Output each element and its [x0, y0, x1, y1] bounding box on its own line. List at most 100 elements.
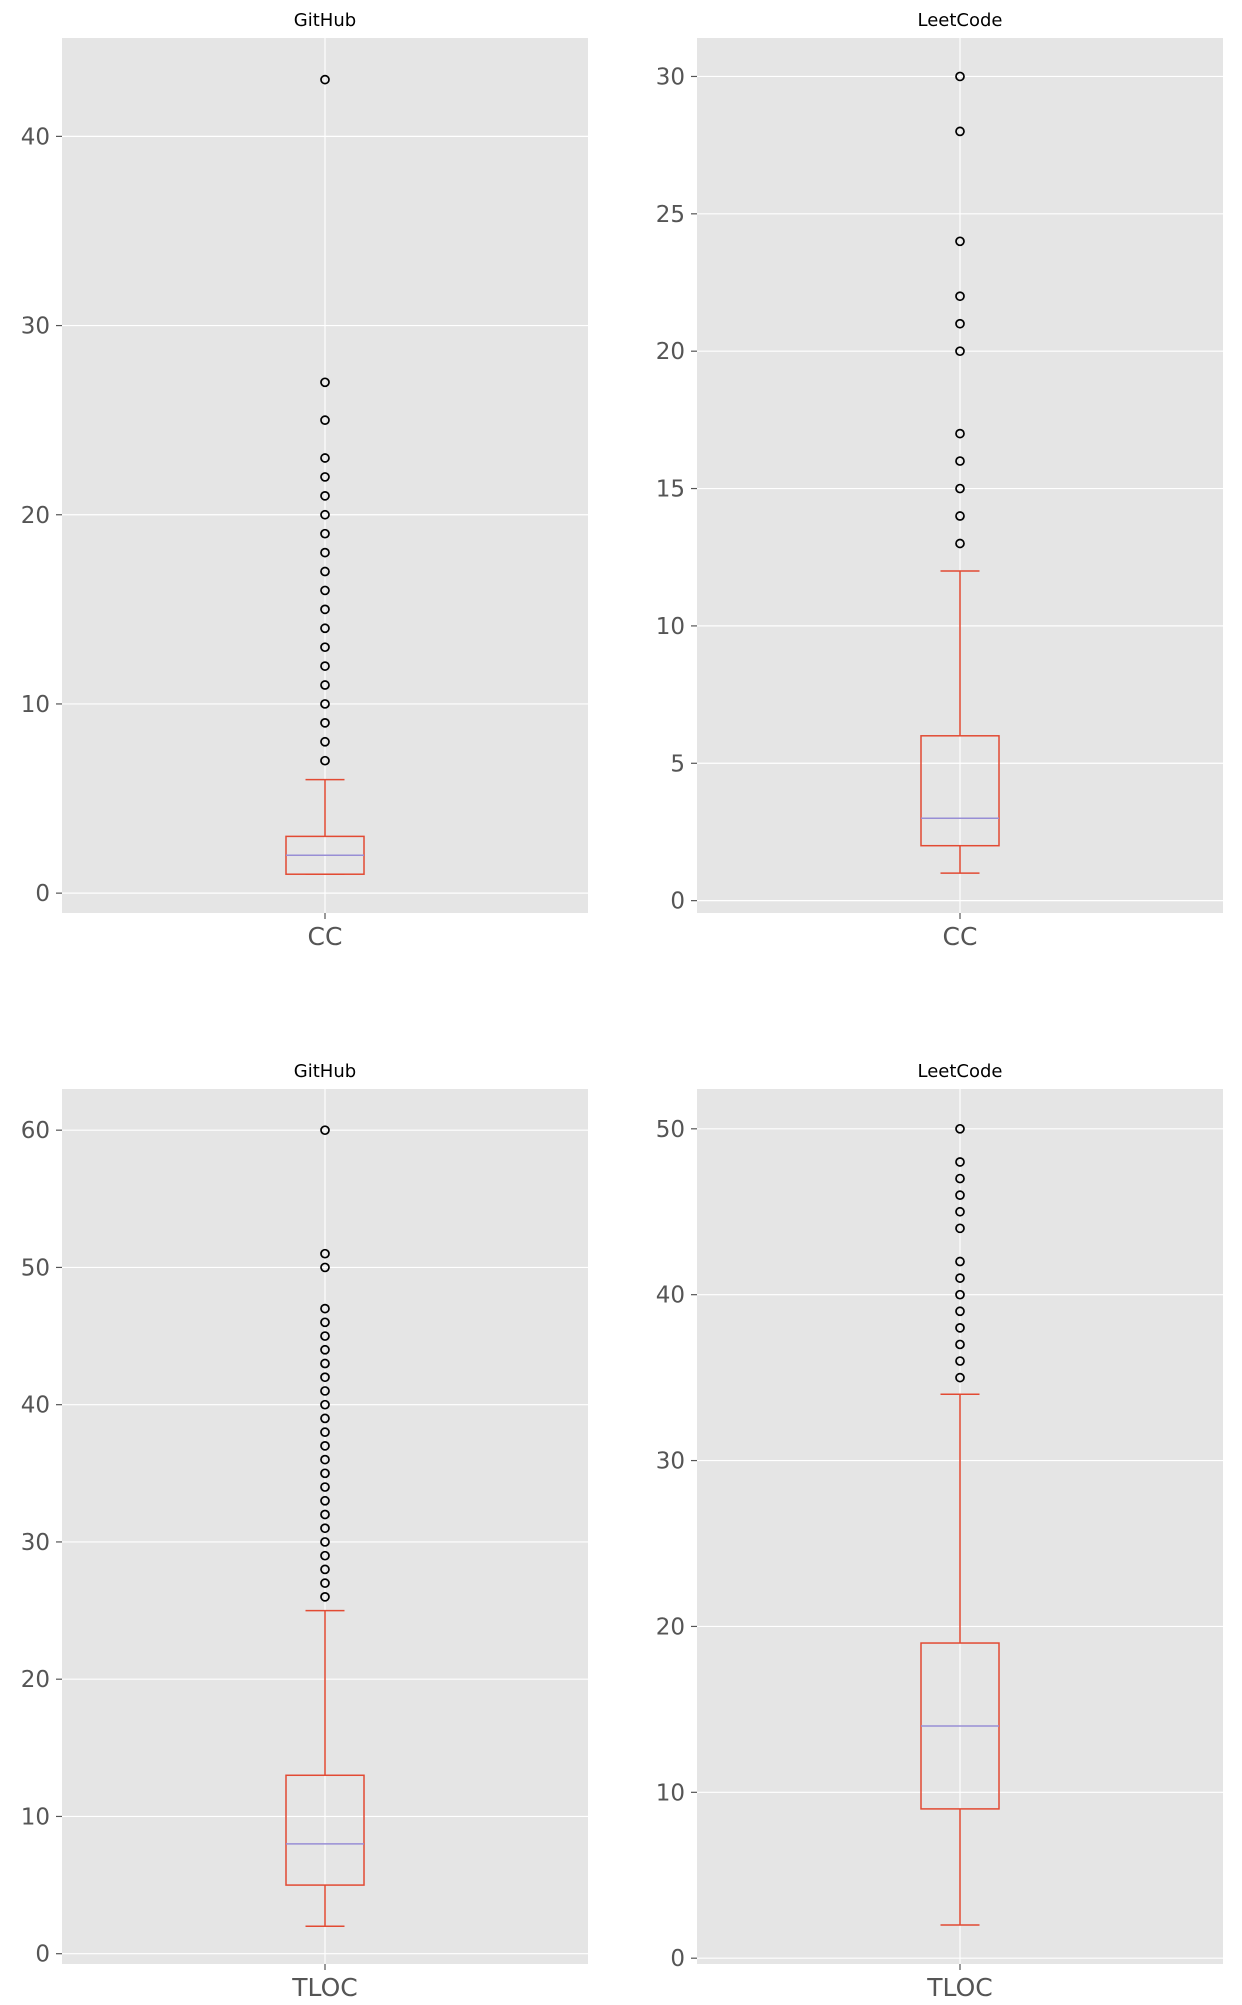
- outlier-point: [955, 428, 965, 439]
- outlier-point: [955, 318, 965, 329]
- outlier-point: [955, 1323, 965, 1333]
- outlier-point: [320, 699, 330, 709]
- outlier-point: [955, 538, 965, 549]
- outlier-point: [320, 680, 330, 690]
- panel-title: GitHub: [294, 1061, 356, 1082]
- y-tick-label: 30: [656, 64, 685, 90]
- y-tick-label: 10: [656, 614, 685, 640]
- outlier-point: [955, 1123, 965, 1134]
- y-tick-label: 0: [35, 1942, 50, 1968]
- y-tick-label: 0: [670, 1946, 685, 1972]
- outlier-point: [320, 1344, 330, 1355]
- y-tick-label: 20: [21, 1667, 50, 1693]
- y-tick-label: 20: [656, 339, 685, 365]
- outlier-point: [955, 236, 965, 247]
- x-tick-label: CC: [308, 922, 343, 951]
- outlier-point: [955, 291, 965, 302]
- y-tick-label: 10: [21, 692, 50, 718]
- y-tick-label: 40: [656, 1283, 685, 1309]
- panel-leetcode-cc: 0 5 10 15 20 25 30 CC LeetCode: [656, 10, 1223, 951]
- y-tick-label: 20: [656, 1614, 685, 1640]
- outlier-point: [320, 74, 330, 85]
- outlier-point: [320, 1386, 330, 1396]
- outlier-point: [320, 377, 330, 388]
- outlier-point: [320, 1372, 330, 1383]
- outlier-point: [320, 1399, 330, 1410]
- outlier-point: [320, 1495, 330, 1506]
- outlier-point: [955, 346, 965, 357]
- outlier-point: [320, 1441, 330, 1451]
- outlier-point: [320, 547, 330, 558]
- outlier-point: [320, 1125, 330, 1136]
- y-tick-label: 50: [656, 1117, 685, 1143]
- outlier-point: [320, 642, 330, 653]
- outlier-point: [320, 566, 330, 577]
- outlier-point: [955, 1306, 965, 1317]
- outlier-point: [955, 1339, 965, 1350]
- outlier-point: [320, 1591, 330, 1602]
- outlier-point: [955, 456, 965, 466]
- outlier-point: [320, 1427, 330, 1437]
- x-tick-label: TLOC: [291, 1973, 357, 2002]
- outlier-point: [320, 736, 330, 747]
- x-tick-label: TLOC: [926, 1973, 992, 2002]
- outlier-point: [320, 1262, 330, 1273]
- y-tick-label: 60: [21, 1118, 50, 1144]
- outlier-point: [320, 1578, 330, 1588]
- outlier-point: [320, 1248, 330, 1259]
- outlier-point: [955, 1356, 965, 1366]
- outlier-point: [320, 1537, 330, 1547]
- panel-title: LeetCode: [918, 10, 1003, 31]
- y-tick-label: 0: [670, 889, 685, 915]
- outlier-point: [320, 1564, 330, 1575]
- outlier-point: [955, 1372, 965, 1383]
- outlier-point: [320, 718, 330, 728]
- y-tick-label: 30: [21, 1530, 50, 1556]
- outlier-point: [955, 1190, 965, 1201]
- outlier-point: [320, 1358, 330, 1369]
- panel-github-tloc: 0 10 20 30 40 50 60 TLOC GitHub: [21, 1061, 588, 2002]
- y-tick-label: 25: [656, 202, 685, 228]
- outlier-point: [320, 1523, 330, 1534]
- outlier-point: [320, 490, 330, 501]
- outlier-point: [320, 1454, 330, 1465]
- outlier-point: [320, 1303, 330, 1314]
- outlier-point: [320, 1331, 330, 1341]
- y-tick-label: 5: [670, 751, 685, 777]
- outlier-point: [320, 1482, 330, 1492]
- outlier-point: [320, 472, 330, 482]
- outlier-point: [320, 528, 330, 539]
- outlier-point: [955, 1256, 965, 1267]
- y-tick-label: 30: [656, 1449, 685, 1475]
- box-iqr: [285, 1774, 365, 1886]
- outlier-point: [955, 71, 965, 82]
- outlier-point: [320, 453, 330, 463]
- x-tick-label: CC: [943, 922, 978, 951]
- y-tick-label: 10: [21, 1804, 50, 1830]
- y-tick-label: 50: [21, 1255, 50, 1281]
- y-tick-label: 40: [21, 124, 50, 150]
- outlier-point: [955, 1206, 965, 1217]
- outlier-point: [320, 1317, 330, 1328]
- outlier-point: [320, 1550, 330, 1561]
- outlier-point: [320, 585, 330, 596]
- y-tick-label: 30: [21, 314, 50, 340]
- panel-github-cc: 0 10 20 30 40 CC GitHub: [21, 10, 588, 951]
- panel-title: LeetCode: [918, 1061, 1003, 1082]
- outlier-point: [320, 415, 330, 426]
- outlier-point: [320, 509, 330, 520]
- outlier-point: [320, 1413, 330, 1424]
- y-tick-label: 40: [21, 1393, 50, 1419]
- outlier-point: [955, 1273, 965, 1283]
- panel-title: GitHub: [294, 10, 356, 31]
- outlier-point: [320, 755, 330, 766]
- outlier-point: [955, 1157, 965, 1167]
- y-tick-label: 0: [35, 881, 50, 907]
- y-tick-label: 15: [656, 477, 685, 503]
- outlier-point: [320, 1468, 330, 1479]
- outlier-point: [955, 483, 965, 494]
- outlier-point: [955, 1223, 965, 1234]
- y-tick-label: 10: [656, 1780, 685, 1806]
- outlier-point: [320, 1509, 330, 1520]
